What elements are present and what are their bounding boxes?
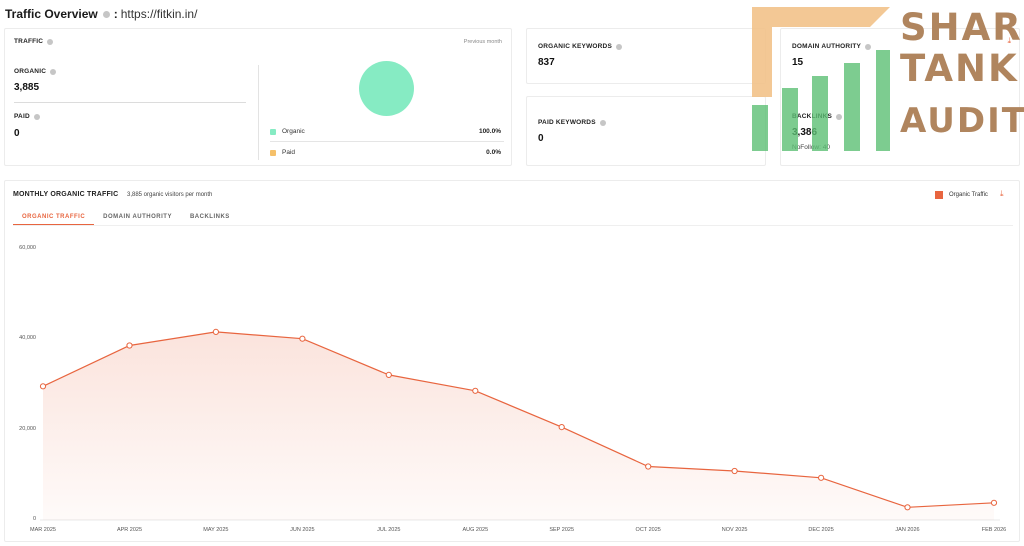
title-separator: : (113, 7, 118, 21)
x-tick-label: APR 2025 (116, 527, 143, 533)
backlinks-value: 3,386 (792, 127, 818, 138)
y-tick-label: 20,000 (19, 426, 36, 432)
nofollow-count: NoFollow: 40 (792, 144, 830, 151)
divider (258, 65, 259, 160)
x-tick-label: SEP 2025 (549, 527, 575, 533)
organic-value: 3,885 (14, 82, 40, 93)
monthly-title: MONTHLY ORGANIC TRAFFIC (13, 191, 119, 198)
organic-label: ORGANIC (14, 68, 57, 75)
paid-keywords-value: 0 (538, 133, 544, 144)
series-area (43, 331, 994, 520)
traffic-label: TRAFFIC (14, 38, 54, 45)
organic-percent: 100.0% (478, 128, 501, 135)
x-tick-label: DEC 2025 (808, 527, 834, 533)
info-icon[interactable] (50, 68, 57, 75)
organic-swatch (270, 128, 276, 135)
tab-backlinks[interactable]: BACKLINKS (189, 214, 230, 220)
organic-keywords-value: 837 (538, 57, 555, 68)
backlinks-label: BACKLINKS (792, 113, 843, 120)
info-icon[interactable] (599, 119, 606, 126)
chart-tabs: ORGANIC TRAFFIC DOMAIN AUTHORITY BACKLIN… (13, 214, 239, 225)
data-point[interactable] (645, 463, 652, 470)
data-point[interactable] (385, 371, 392, 378)
x-tick-label: MAY 2025 (203, 527, 229, 533)
legend-organic: Organic (270, 128, 305, 135)
tab-organic-traffic[interactable]: ORGANIC TRAFFIC (13, 214, 95, 225)
series-line (42, 331, 995, 508)
data-point[interactable] (299, 335, 306, 342)
x-tick-label: JUL 2025 (377, 527, 401, 533)
traffic-pie-chart (359, 61, 414, 116)
x-tick-label: JUN 2025 (290, 527, 315, 533)
data-point[interactable] (818, 474, 825, 481)
paid-label: PAID (14, 113, 40, 120)
data-point[interactable] (904, 504, 911, 511)
info-icon[interactable] (615, 43, 622, 50)
organic-keywords-label: ORGANIC KEYWORDS (538, 43, 622, 50)
x-tick-label: MAR 2025 (30, 527, 56, 533)
data-point[interactable] (472, 387, 479, 394)
page-title: Traffic Overview (5, 7, 98, 21)
chart-legend[interactable]: Organic Traffic (935, 191, 988, 199)
monthly-subtitle: 3,885 organic visitors per month (127, 192, 213, 198)
organic-keywords-card: ORGANIC KEYWORDS 837 (526, 28, 766, 84)
tab-domain-authority[interactable]: DOMAIN AUTHORITY (103, 214, 172, 220)
info-icon[interactable] (47, 38, 54, 45)
download-icon[interactable]: ⤓ (1007, 36, 1011, 45)
y-tick-label: 0 (32, 516, 36, 522)
x-tick-label: NOV 2025 (721, 527, 748, 533)
paid-keywords-card: PAID KEYWORDS 0 (526, 96, 766, 166)
info-icon[interactable] (33, 113, 40, 120)
paid-value: 0 (14, 128, 20, 139)
download-icon[interactable]: ⤓ (1000, 189, 1004, 198)
paid-keywords-label: PAID KEYWORDS (538, 119, 606, 126)
divider (270, 141, 504, 142)
info-icon[interactable] (836, 113, 843, 120)
legend-paid: Paid (270, 149, 295, 156)
data-point[interactable] (126, 342, 133, 349)
divider (14, 102, 246, 103)
legend-swatch (935, 191, 943, 199)
x-tick-label: OCT 2025 (635, 527, 661, 533)
period-label: Previous month (463, 39, 502, 45)
paid-swatch (270, 149, 276, 156)
data-point[interactable] (990, 499, 998, 506)
data-point[interactable] (39, 383, 47, 390)
info-icon[interactable] (102, 10, 110, 18)
x-tick-label: JAN 2026 (895, 527, 920, 533)
data-point[interactable] (212, 328, 219, 335)
page-header: Traffic Overview : https://fitkin.in/ (5, 6, 197, 22)
site-url[interactable]: https://fitkin.in/ (120, 7, 198, 21)
data-point[interactable] (558, 424, 565, 431)
x-tick-label: AUG 2025 (462, 527, 489, 533)
x-tick-label: FEB 2026 (981, 527, 1007, 533)
y-tick-label: 40,000 (19, 335, 36, 341)
y-tick-label: 60,000 (19, 245, 36, 251)
data-point[interactable] (731, 467, 738, 475)
traffic-card: TRAFFIC Previous month ORGANIC 3,885 PAI… (4, 28, 512, 166)
tabs-divider (13, 225, 1013, 226)
paid-percent: 0.0% (486, 149, 501, 156)
